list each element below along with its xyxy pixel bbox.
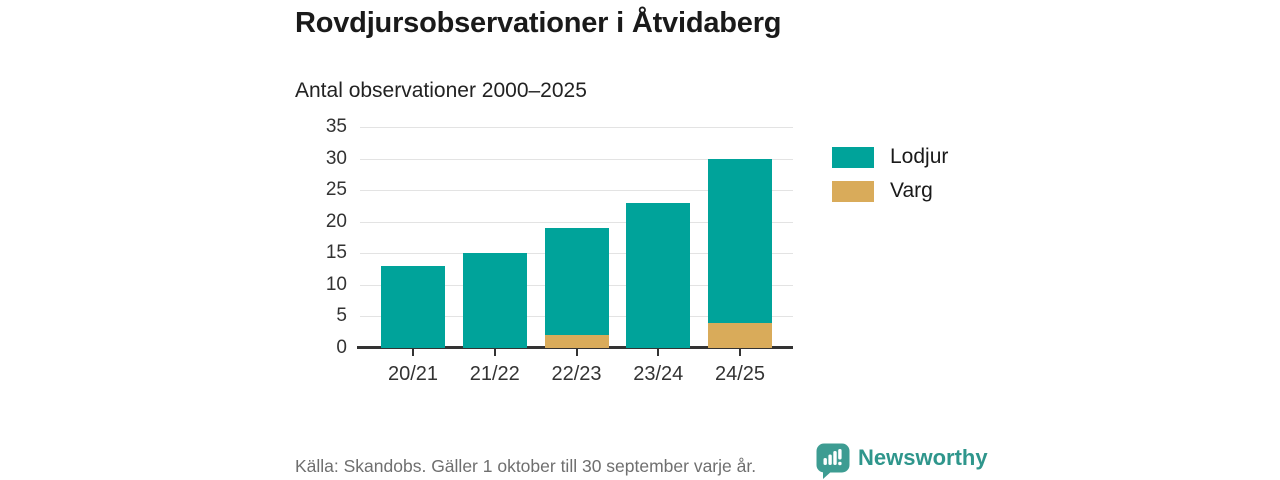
y-tick-label-35: 35	[325, 116, 347, 137]
bar-segment-lodjur-24-25	[708, 158, 772, 323]
x-tick-22-23	[575, 348, 578, 356]
x-tick-label-21-22: 21/22	[469, 363, 520, 385]
newsworthy-logo-icon	[816, 443, 850, 480]
x-tick-label-20-21: 20/21	[387, 363, 439, 385]
source-note: Källa: Skandobs. Gäller 1 oktober till 3…	[295, 456, 757, 476]
y-tick-label-20: 20	[325, 210, 347, 232]
y-axis: 0 5 10 15 20 25 30 35	[285, 116, 347, 358]
brand-lockup: Newsworthy	[816, 443, 988, 480]
x-tick-24-25	[739, 348, 741, 356]
legend-swatch-lodjur	[832, 146, 874, 168]
plot-area: 20/21 21/22 22/23 23/24 24/25	[357, 127, 793, 385]
bar-22-23	[544, 127, 609, 348]
legend-label-varg: Varg	[890, 179, 933, 202]
brand-name: Newsworthy	[858, 445, 988, 470]
legend-swatch-varg	[832, 180, 874, 202]
bar-segment-varg-24-25	[708, 322, 772, 348]
chart-title: Rovdjursobservationer i Åtvidaberg	[295, 7, 782, 39]
x-tick-label-22-23: 22/23	[551, 363, 602, 385]
bar-segment-lodjur-21-22	[462, 253, 527, 348]
bar-segment-varg-22-23	[544, 335, 609, 348]
bar-segment-lodjur-20-21	[381, 265, 445, 348]
gridline-y-20	[360, 221, 793, 223]
x-tick-23-24	[657, 348, 660, 356]
y-tick-label-15: 15	[325, 242, 347, 264]
bar-segment-lodjur-22-23	[544, 228, 609, 336]
y-tick-label-0: 0	[336, 337, 347, 358]
gridline-y-30	[360, 158, 793, 160]
bar-21-22	[462, 127, 527, 348]
x-tick-label-24-25: 24/25	[714, 363, 766, 385]
y-tick-label-5: 5	[336, 305, 347, 327]
x-tick-21-22	[493, 348, 496, 356]
legend-label-lodjur: Lodjur	[890, 145, 949, 168]
legend: Lodjur Varg	[832, 145, 948, 203]
bar-23-24	[626, 127, 691, 348]
y-tick-label-10: 10	[325, 273, 347, 295]
chart-subtitle: Antal observationer 2000–2025	[295, 79, 587, 102]
x-tick-20-21	[412, 348, 414, 356]
gridline-y-35	[360, 127, 793, 128]
y-tick-label-25: 25	[325, 179, 347, 201]
legend-item-lodjur: Lodjur	[832, 145, 948, 169]
legend-item-varg: Varg	[832, 179, 948, 203]
x-tick-label-23-24: 23/24	[633, 363, 684, 385]
bar-20-21	[381, 127, 445, 348]
bar-24-25	[708, 127, 772, 348]
gridline-y-25	[360, 190, 793, 192]
y-tick-label-30: 30	[325, 147, 347, 169]
bar-segment-lodjur-23-24	[626, 202, 691, 348]
